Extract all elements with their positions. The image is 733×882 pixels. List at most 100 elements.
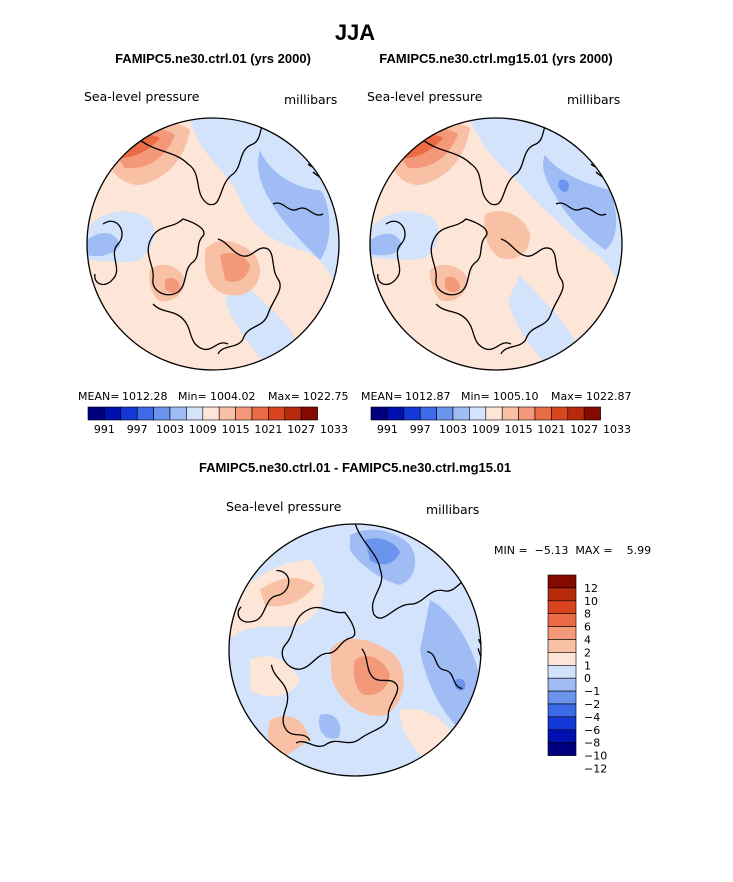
colorbar-swatch	[485, 406, 503, 421]
colorbar-swatch	[268, 406, 286, 421]
colorbar-swatch	[284, 406, 302, 421]
colorbar-swatch	[547, 690, 577, 705]
colorbar-swatch	[547, 729, 577, 743]
stats-mean-label: MEAN=	[78, 390, 119, 403]
colorbar-tick-label: 8	[584, 608, 591, 621]
colorbar-swatch	[136, 406, 154, 421]
units-label: millibars	[567, 92, 620, 107]
colorbar-swatch	[218, 406, 236, 421]
colorbar-tick-label: 1003	[156, 423, 184, 436]
colorbar-tick-label: −6	[584, 724, 600, 737]
stats-max-label: Max=	[268, 390, 300, 403]
colorbar-tick-label: 1009	[189, 423, 217, 436]
colorbar-tick-label: −2	[584, 698, 600, 711]
colorbar-swatch	[153, 406, 171, 421]
contour-field	[370, 118, 622, 370]
colorbar-swatch	[452, 406, 470, 421]
panel-control: FAMIPC5.ne30.ctrl.01 (yrs 2000) Sea-leve…	[78, 51, 349, 436]
variable-label: Sea-level pressure	[226, 499, 342, 514]
colorbar-swatch	[403, 406, 421, 421]
panel-title: FAMIPC5.ne30.ctrl.01 (yrs 2000)	[115, 51, 311, 66]
colorbar-swatch	[534, 406, 552, 421]
panel-title: FAMIPC5.ne30.ctrl.mg15.01 (yrs 2000)	[379, 51, 612, 66]
minmax-label: MIN = −5.13 MAX = 5.99	[494, 544, 651, 557]
colorbar-tick-label: 2	[584, 646, 591, 659]
colorbar-swatch	[547, 600, 577, 614]
colorbar-swatch	[370, 406, 388, 421]
colorbar-swatch	[547, 652, 577, 666]
stats-max: 1022.87	[586, 390, 632, 403]
stats-min-label: Min=	[461, 390, 490, 403]
panel-difference: FAMIPC5.ne30.ctrl.01 - FAMIPC5.ne30.ctrl…	[199, 460, 651, 777]
colorbar-swatch	[469, 406, 487, 421]
stats-max-label: Max=	[551, 390, 583, 403]
colorbar-mg15: 991 997 1003 1009 1015 1021 1027 1033	[370, 406, 631, 436]
colorbar-tick-label: 1033	[603, 423, 631, 436]
colorbar-tick-label: 997	[410, 423, 431, 436]
stats-mean: 1012.87	[405, 390, 451, 403]
colorbar-tick-label: −4	[584, 711, 600, 724]
colorbar-tick-label: 991	[94, 423, 115, 436]
panel-mg15: FAMIPC5.ne30.ctrl.mg15.01 (yrs 2000) Sea…	[361, 51, 632, 436]
colorbar-swatch	[551, 406, 569, 421]
colorbar-tick-label: −8	[584, 737, 600, 750]
colorbar-swatch	[547, 716, 577, 731]
colorbar-swatch	[202, 406, 220, 421]
colorbar-swatch	[547, 664, 577, 679]
colorbar-swatch	[547, 639, 577, 653]
colorbar-control: 991 997 1003 1009 1015 1021 1027 1033	[87, 406, 348, 436]
colorbar-swatch	[419, 406, 437, 421]
colorbar-tick-label: 0	[584, 672, 591, 685]
colorbar-tick-label: 1033	[320, 423, 348, 436]
contour-field	[87, 118, 339, 370]
variable-label: Sea-level pressure	[84, 89, 200, 104]
colorbar-swatch	[169, 406, 187, 421]
colorbar-swatch	[251, 406, 269, 421]
colorbar-swatch	[436, 406, 454, 421]
colorbar-tick-label: −10	[584, 750, 607, 763]
colorbar-swatch	[87, 406, 105, 421]
colorbar-swatch	[518, 406, 536, 421]
colorbar-swatch	[547, 742, 577, 756]
colorbar-swatch	[567, 406, 585, 421]
stats-mean: 1012.28	[122, 390, 168, 403]
stats-max: 1022.75	[303, 390, 349, 403]
colorbar-tick-label: 1021	[537, 423, 565, 436]
colorbar-tick-label: 10	[584, 595, 598, 608]
colorbar-tick-label: 1003	[439, 423, 467, 436]
colorbar-swatch	[547, 587, 577, 602]
colorbar-swatch	[547, 703, 577, 718]
colorbar-swatch	[547, 677, 577, 692]
colorbar-swatch	[547, 574, 577, 589]
stats-min: 1004.02	[210, 390, 256, 403]
colorbar-tick-label: 6	[584, 621, 591, 634]
colorbar-tick-label: 991	[377, 423, 398, 436]
colorbar-tick-label: 1027	[570, 423, 598, 436]
colorbar-swatch	[120, 406, 138, 421]
colorbar-tick-label: 997	[127, 423, 148, 436]
colorbar-tick-label: 12	[584, 582, 598, 595]
colorbar-tick-label: 1027	[287, 423, 315, 436]
colorbar-swatch	[300, 406, 318, 421]
colorbar-tick-label: −12	[584, 763, 607, 776]
variable-label: Sea-level pressure	[367, 89, 483, 104]
units-label: millibars	[426, 502, 479, 517]
colorbar-swatch	[186, 406, 204, 421]
colorbar-swatch	[501, 406, 519, 421]
colorbar-swatch	[583, 406, 601, 421]
contour-field	[229, 524, 481, 776]
colorbar-swatch	[547, 626, 577, 640]
colorbar-swatch	[104, 406, 122, 421]
colorbar-tick-label: 1015	[505, 423, 533, 436]
colorbar-tick-label: 1009	[472, 423, 500, 436]
colorbar-tick-label: 4	[584, 634, 591, 647]
units-label: millibars	[284, 92, 337, 107]
colorbar-tick-label: −1	[584, 685, 600, 698]
colorbar-swatch	[387, 406, 405, 421]
colorbar-tick-label: 1	[584, 659, 591, 672]
colorbar-tick-label: 1015	[222, 423, 250, 436]
stats-min: 1005.10	[493, 390, 539, 403]
stats-mean-label: MEAN=	[361, 390, 402, 403]
